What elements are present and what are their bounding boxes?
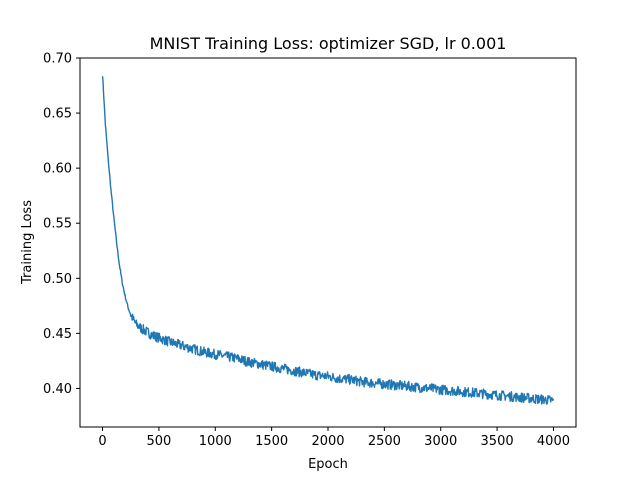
y-axis: 0.40 0.45 0.50 0.55 0.60 0.65 0.70 [43, 52, 80, 397]
y-tick-label: 0.40 [43, 382, 72, 397]
y-tick-label: 0.45 [43, 327, 72, 342]
x-axis: 0 500 1000 1500 2000 2500 3000 3500 4000 [98, 427, 570, 449]
x-tick-label: 1000 [199, 434, 232, 449]
x-tick-label: 0 [98, 434, 106, 449]
y-tick-label: 0.60 [43, 162, 72, 177]
y-axis-label: Training Loss [20, 200, 35, 285]
y-tick-label: 0.70 [43, 52, 72, 67]
x-tick-label: 4000 [537, 434, 570, 449]
x-tick-label: 2500 [368, 434, 401, 449]
x-tick-label: 2000 [311, 434, 344, 449]
x-tick-label: 3500 [481, 434, 514, 449]
x-tick-label: 500 [146, 434, 171, 449]
x-axis-label: Epoch [308, 457, 348, 472]
plot-area [79, 57, 577, 428]
chart-title: MNIST Training Loss: optimizer SGD, lr 0… [150, 34, 507, 53]
series-line [101, 76, 555, 405]
y-tick-label: 0.65 [43, 107, 72, 122]
x-tick-label: 3000 [424, 434, 457, 449]
y-tick-label: 0.55 [43, 217, 72, 232]
y-tick-label: 0.50 [43, 272, 72, 287]
x-tick-label: 1500 [255, 434, 288, 449]
